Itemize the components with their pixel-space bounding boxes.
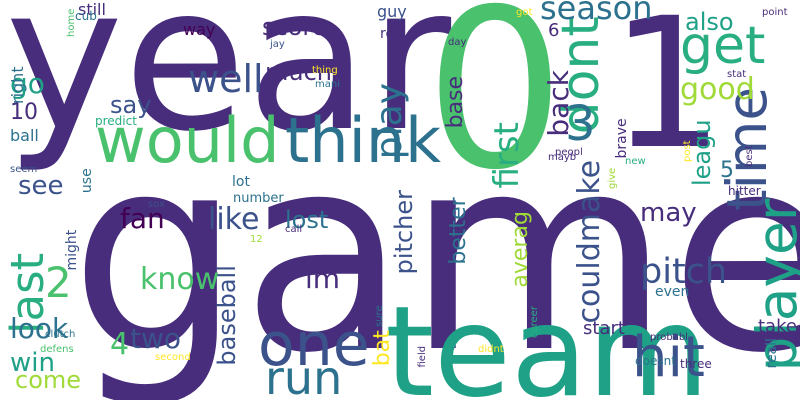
word-may: may xyxy=(640,198,697,228)
word-lost: lost xyxy=(285,206,329,234)
word-might: might xyxy=(64,229,80,271)
word-one: one xyxy=(258,310,370,380)
word-cub: cub xyxy=(75,9,97,23)
word-2: 2 xyxy=(45,258,72,307)
word-get: get xyxy=(680,16,766,76)
word-stat: stat xyxy=(727,69,747,80)
word-pitch: pitch xyxy=(640,252,728,292)
word-three: three xyxy=(680,357,712,371)
word-averag: averag xyxy=(508,211,533,288)
word-hitter: hitter xyxy=(728,184,761,198)
word-point: point xyxy=(762,7,788,18)
word-run: run xyxy=(265,351,343,400)
word-like: like xyxy=(208,202,260,237)
word-give: give xyxy=(607,167,618,189)
word-1: 1 xyxy=(610,0,725,189)
word-call: call xyxy=(285,224,303,235)
word-doesnt: doesnt xyxy=(635,354,676,368)
word-base: base xyxy=(443,75,468,129)
word-new: new xyxy=(625,156,646,167)
word-back: back xyxy=(542,70,575,137)
word-3: 3 xyxy=(565,96,596,152)
word-guy: guy xyxy=(377,2,407,21)
word-peopl: peopl xyxy=(555,147,583,158)
word-fan: fan xyxy=(120,202,165,235)
word-ball: ball xyxy=(10,126,39,145)
word-start: start xyxy=(583,318,625,339)
word-12: 12 xyxy=(250,234,263,245)
word-mayb: mayb xyxy=(548,152,577,163)
word-team: team xyxy=(385,280,710,400)
word-sure: sure xyxy=(374,305,385,327)
word-probabl: probabl xyxy=(650,332,688,343)
word-pitcher: pitcher xyxy=(390,190,418,275)
word-mani: mani xyxy=(315,79,340,90)
word-seem: seem xyxy=(10,164,38,175)
word-even: even xyxy=(655,284,690,300)
word-score: score xyxy=(262,13,327,41)
word-sox: sox xyxy=(148,199,165,210)
word-reall: reall xyxy=(764,338,780,369)
word-got: got xyxy=(516,7,533,18)
word-field: field xyxy=(417,345,428,368)
word-clutch: clutch xyxy=(45,329,76,340)
word-know: know xyxy=(140,262,220,297)
word-number: number xyxy=(233,191,284,206)
word-year: year xyxy=(5,0,452,176)
word-game: game xyxy=(70,97,800,400)
word-play: play xyxy=(369,82,410,160)
word-take: take xyxy=(758,316,797,337)
word-right: right xyxy=(8,66,27,104)
word-would: would xyxy=(95,104,280,177)
word-second: second xyxy=(155,352,191,363)
word-red: red xyxy=(380,26,403,42)
word-predict: predict xyxy=(95,114,137,128)
word-career: career xyxy=(529,306,540,338)
word-look: look xyxy=(10,312,69,345)
word-well: well xyxy=(188,57,264,101)
word-im: im xyxy=(305,262,341,295)
word-way: way xyxy=(183,20,216,39)
word-much: much xyxy=(265,58,332,86)
word-brave: brave xyxy=(614,118,630,159)
word-best: best xyxy=(744,145,755,167)
word-think: think xyxy=(285,104,442,177)
word-season: season xyxy=(540,0,653,27)
word-first: first xyxy=(487,122,527,189)
word-still: still xyxy=(78,0,106,19)
word-leagu: leagu xyxy=(688,119,716,186)
word-bat: bat xyxy=(370,330,395,367)
word-home: home xyxy=(66,8,77,37)
word-didnt: didnt xyxy=(478,344,504,355)
word-couldmake: couldmake xyxy=(572,159,607,324)
word-come: come xyxy=(15,366,82,394)
word-10: 10 xyxy=(10,100,38,125)
word-defens: defens xyxy=(40,344,74,355)
word-use: use xyxy=(79,168,95,194)
word-0: 0 xyxy=(425,0,565,218)
word-day: day xyxy=(448,37,467,48)
word-lot: lot xyxy=(232,174,250,190)
word-say: say xyxy=(110,91,152,119)
word-also: also xyxy=(685,8,734,36)
word-jay: jay xyxy=(270,39,285,50)
word-two: two xyxy=(130,322,182,355)
word-5: 5 xyxy=(720,158,734,183)
word-see: see xyxy=(18,171,64,201)
word-4: 4 xyxy=(110,327,130,362)
word-good: good xyxy=(680,72,755,107)
word-better: better xyxy=(446,197,471,265)
word-post: post xyxy=(682,140,693,162)
word-hit: hit xyxy=(632,325,706,390)
word-thing: thing xyxy=(312,65,338,76)
word-go: go xyxy=(10,67,45,100)
word-win: win xyxy=(10,348,55,378)
word-6: 6 xyxy=(548,20,560,41)
